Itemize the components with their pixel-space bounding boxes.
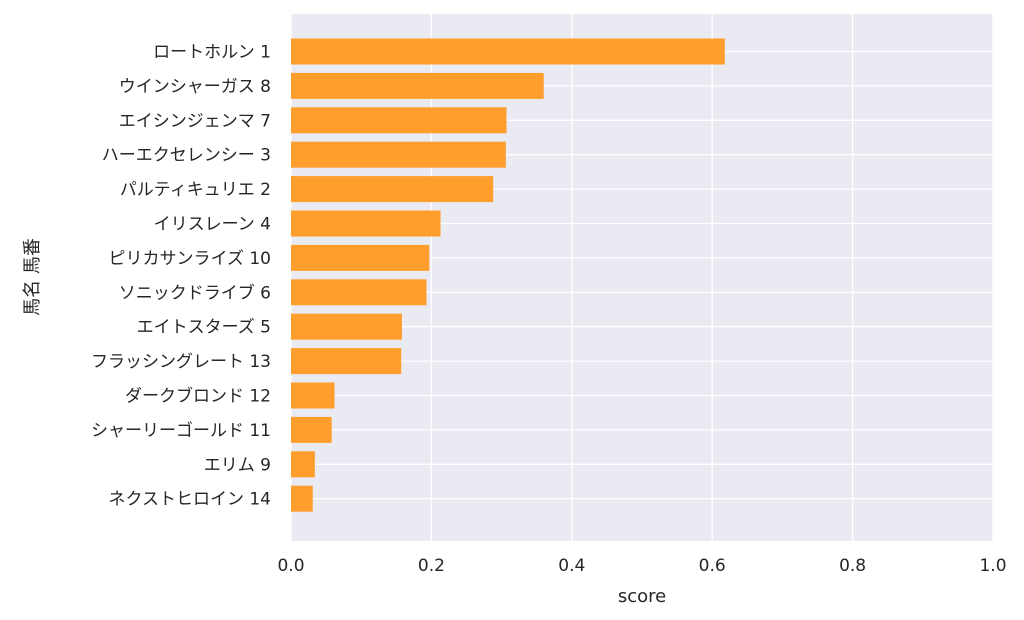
x-tick-labels: 0.0 0.2 0.4 0.6 0.8 1.0 xyxy=(277,556,1006,576)
bar xyxy=(291,451,315,478)
y-tick-label: ダークブロンド 12 xyxy=(125,386,271,407)
bar xyxy=(291,348,402,375)
bar xyxy=(291,313,402,340)
y-axis-label: 馬名 馬番 xyxy=(22,238,43,316)
bar xyxy=(291,176,494,203)
bar xyxy=(291,244,430,271)
x-tick-label: 0.8 xyxy=(839,556,866,576)
y-tick-label: エイトスターズ 5 xyxy=(137,318,271,338)
x-tick-label: 0.0 xyxy=(277,556,304,576)
y-tick-label: ロートホルン 1 xyxy=(153,43,271,63)
y-tick-label: パルティキュリエ 2 xyxy=(120,180,271,200)
y-tick-label: ネクストヒロイン 14 xyxy=(108,490,271,510)
y-tick-label: フラッシングレート 13 xyxy=(91,352,271,372)
x-tick-label: 0.2 xyxy=(418,556,445,576)
bars xyxy=(291,38,725,512)
bar xyxy=(291,279,427,306)
bar xyxy=(291,416,332,443)
bar xyxy=(291,107,507,134)
plot-background xyxy=(291,14,993,541)
y-tick-labels: ロートホルン 1 ウインシャーガス 8 エイシンジェンマ 7 ハーエクセレンシー 3 パ… xyxy=(91,43,271,510)
bar xyxy=(291,141,506,168)
y-tick-label: エイシンジェンマ 7 xyxy=(119,111,271,131)
y-tick-label: ウインシャーガス 8 xyxy=(119,77,271,97)
bar xyxy=(291,382,335,409)
bar xyxy=(291,210,441,237)
y-tick-label: ハーエクセレンシー 3 xyxy=(102,146,271,166)
x-tick-label: 1.0 xyxy=(979,556,1006,576)
y-tick-label: イリスレーン 4 xyxy=(154,215,271,235)
bar xyxy=(291,38,725,65)
x-tick-label: 0.4 xyxy=(558,556,585,576)
x-axis-label: score xyxy=(618,586,666,607)
y-tick-label: ピリカサンライズ 10 xyxy=(108,249,271,269)
y-tick-label: エリム 9 xyxy=(204,455,271,475)
x-tick-label: 0.6 xyxy=(699,556,726,576)
y-tick-label: ソニックドライブ 6 xyxy=(119,282,271,303)
bar xyxy=(291,72,544,99)
y-tick-label: シャーリーゴールド 11 xyxy=(91,420,271,441)
bar xyxy=(291,485,313,512)
